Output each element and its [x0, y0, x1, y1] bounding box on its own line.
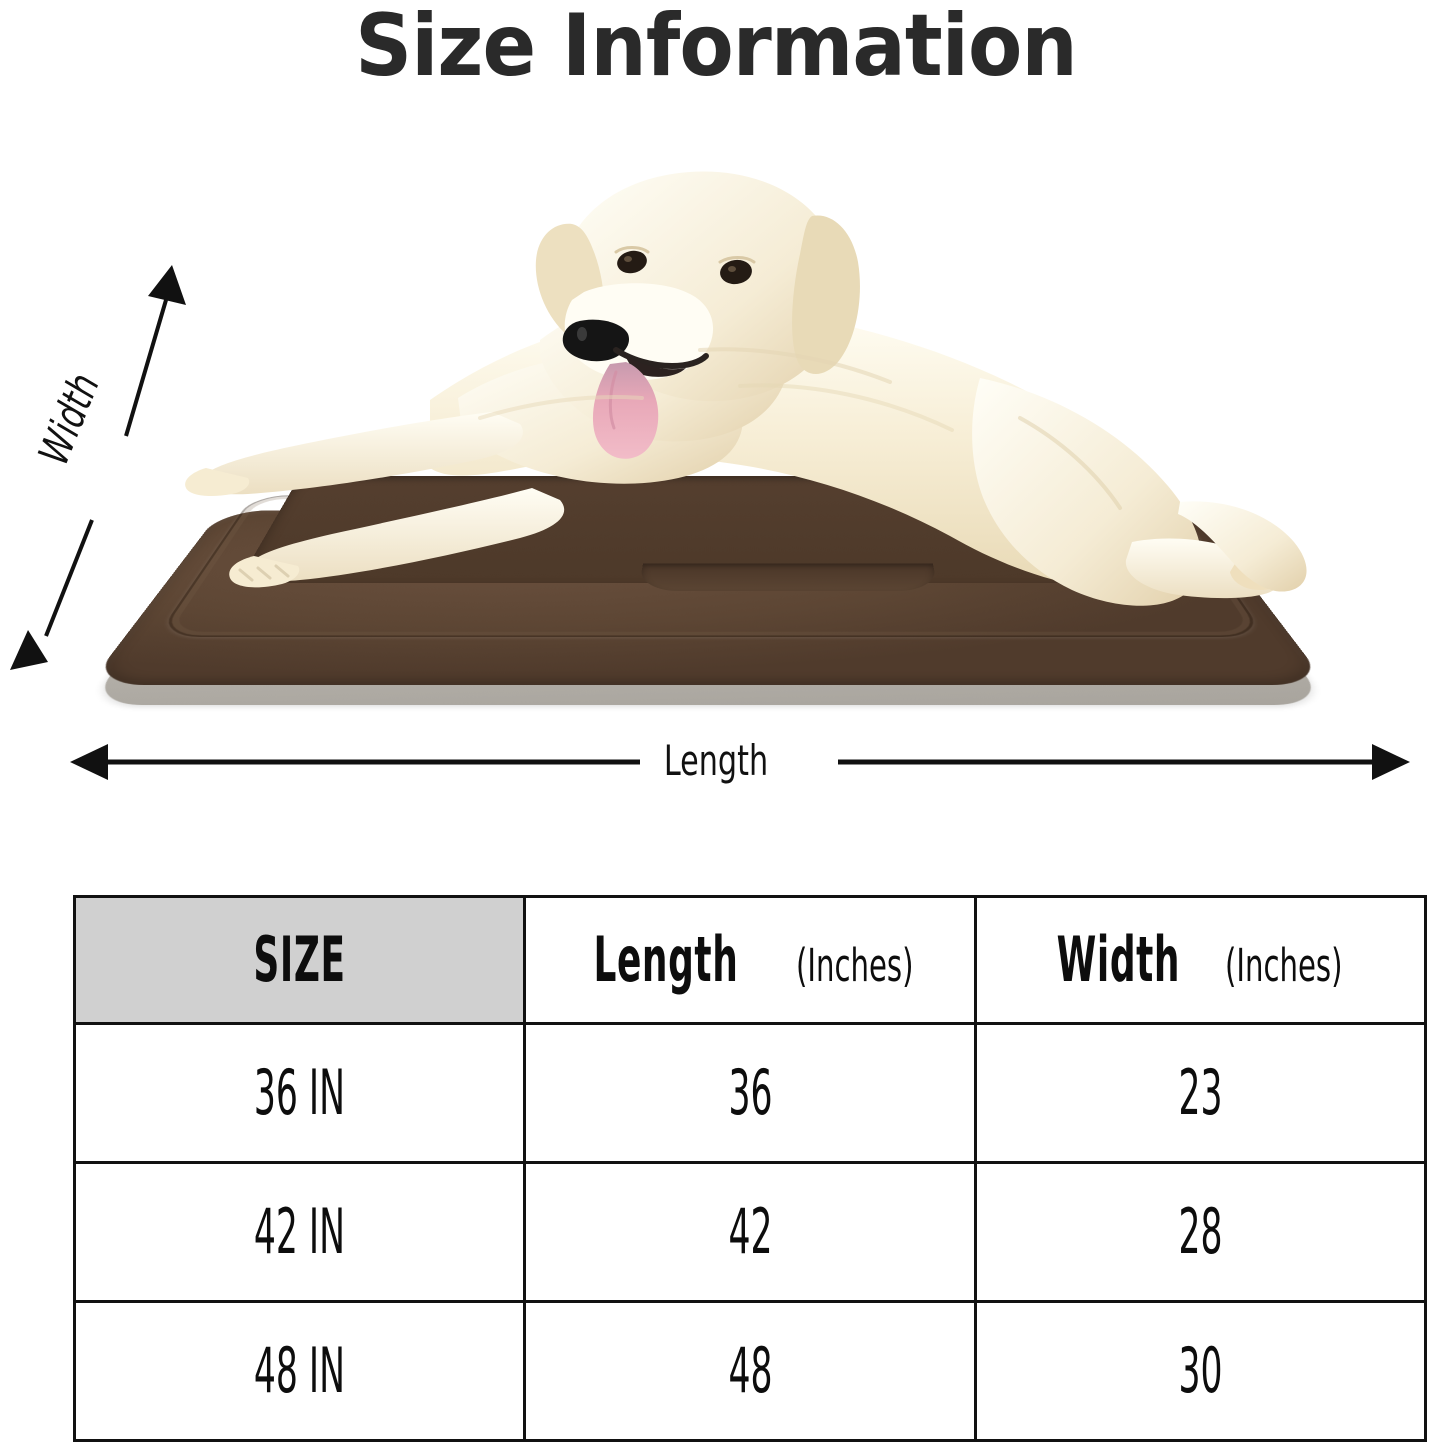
header-length-label: Length: [592, 923, 738, 996]
cell-length: 36: [523, 1022, 977, 1164]
length-value: 48: [727, 1334, 772, 1407]
size-value: 36 IN: [254, 1056, 346, 1129]
table-row: 36 IN 36 23: [72, 1022, 1428, 1164]
table-row: 42 IN 42 28: [72, 1161, 1428, 1303]
header-width-label: Width: [1057, 923, 1181, 996]
cell-length: 48: [523, 1300, 977, 1442]
cell-length: 42: [523, 1161, 977, 1303]
size-value: 48 IN: [254, 1334, 346, 1407]
header-length-unit: (Inches): [796, 939, 914, 992]
dog-illustration: [180, 150, 1340, 620]
cell-size: 36 IN: [72, 1022, 527, 1164]
cell-width: 28: [973, 1161, 1428, 1303]
header-cell-length: Length (Inches): [523, 895, 977, 1025]
header-cell-size: SIZE: [72, 895, 527, 1025]
table-header-row: SIZE Length (Inches) Width (Inches): [72, 895, 1428, 1025]
cell-size: 48 IN: [72, 1300, 527, 1442]
cell-width: 30: [973, 1300, 1428, 1442]
size-value: 42 IN: [254, 1195, 346, 1268]
length-value: 42: [727, 1195, 772, 1268]
cell-width: 23: [973, 1022, 1428, 1164]
product-photo: [0, 120, 1432, 780]
size-table: SIZE Length (Inches) Width (Inches) 36 I…: [72, 895, 1428, 1442]
cell-size: 42 IN: [72, 1161, 527, 1303]
table-row: 48 IN 48 30: [72, 1300, 1428, 1442]
length-value: 36: [727, 1056, 772, 1129]
width-value: 28: [1178, 1195, 1223, 1268]
header-width-unit: (Inches): [1225, 939, 1343, 992]
width-value: 23: [1178, 1056, 1223, 1129]
length-dimension-label: Length: [663, 736, 769, 785]
header-size-label: SIZE: [253, 923, 346, 996]
header-cell-width: Width (Inches): [973, 895, 1428, 1025]
width-value: 30: [1178, 1334, 1223, 1407]
page-title: Size Information: [355, 0, 1078, 96]
